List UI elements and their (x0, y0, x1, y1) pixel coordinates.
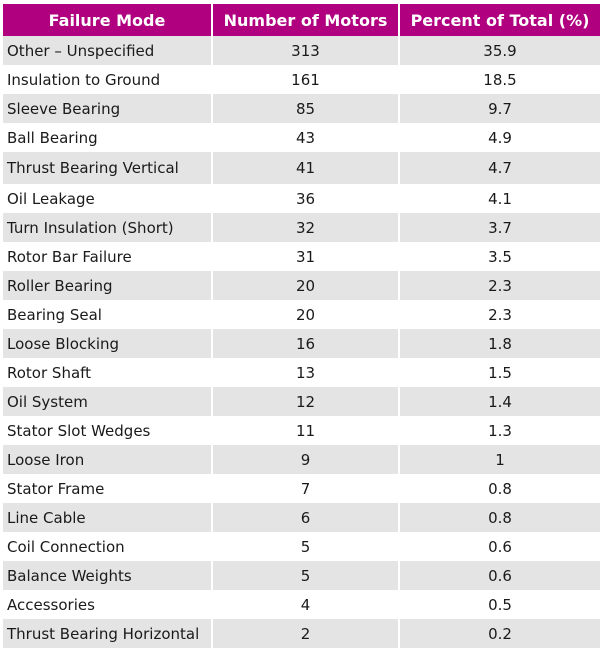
table-row: Accessories 4 0.5 (3, 590, 600, 619)
table-row: Stator Frame 7 0.8 (3, 474, 600, 503)
cell-number-of-motors: 12 (212, 387, 400, 416)
cell-number-of-motors: 5 (212, 532, 400, 561)
table-row: Oil System 12 1.4 (3, 387, 600, 416)
cell-number-of-motors: 4 (212, 590, 400, 619)
table-body: Other – Unspecified 313 35.9 Insulation to … (3, 36, 600, 648)
cell-percent-of-total: 0.8 (399, 474, 600, 503)
cell-failure-mode: Insulation to Ground (3, 65, 213, 94)
cell-number-of-motors: 6 (212, 503, 400, 532)
cell-percent-of-total: 4.1 (399, 184, 600, 213)
cell-number-of-motors: 7 (212, 474, 400, 503)
cell-percent-of-total: 2.3 (399, 271, 600, 300)
cell-percent-of-total: 0.8 (399, 503, 600, 532)
cell-percent-of-total: 35.9 (399, 36, 600, 65)
cell-failure-mode: Rotor Shaft (3, 358, 213, 387)
header-number-of-motors: Number of Motors (212, 4, 400, 36)
table-row: Ball Bearing 43 4.9 (3, 123, 600, 152)
header-row: Failure Mode Number of Motors Percent of… (3, 4, 600, 36)
table-row: Stator Slot Wedges 11 1.3 (3, 416, 600, 445)
cell-number-of-motors: 16 (212, 329, 400, 358)
cell-percent-of-total: 0.6 (399, 561, 600, 590)
cell-failure-mode: Stator Slot Wedges (3, 416, 213, 445)
cell-number-of-motors: 85 (212, 94, 400, 123)
table-row: Thrust Bearing Horizontal 2 0.2 (3, 619, 600, 648)
cell-number-of-motors: 11 (212, 416, 400, 445)
table-row: Turn Insulation (Short) 32 3.7 (3, 213, 600, 242)
cell-failure-mode: Loose Iron (3, 445, 213, 474)
table-row: Oil Leakage 36 4.1 (3, 184, 600, 213)
failure-mode-table: Failure Mode Number of Motors Percent of… (3, 4, 600, 648)
cell-number-of-motors: 9 (212, 445, 400, 474)
cell-number-of-motors: 313 (212, 36, 400, 65)
cell-failure-mode: Oil Leakage (3, 184, 213, 213)
table-row: Rotor Shaft 13 1.5 (3, 358, 600, 387)
cell-number-of-motors: 5 (212, 561, 400, 590)
header-failure-mode: Failure Mode (3, 4, 213, 36)
table-row: Loose Iron 9 1 (3, 445, 600, 474)
cell-number-of-motors: 41 (212, 152, 400, 184)
table-row: Balance Weights 5 0.6 (3, 561, 600, 590)
cell-percent-of-total: 0.2 (399, 619, 600, 648)
cell-failure-mode: Thrust Bearing Horizontal (3, 619, 213, 648)
cell-failure-mode: Roller Bearing (3, 271, 213, 300)
table-row: Bearing Seal 20 2.3 (3, 300, 600, 329)
cell-percent-of-total: 18.5 (399, 65, 600, 94)
table-row: Insulation to Ground 161 18.5 (3, 65, 600, 94)
cell-failure-mode: Balance Weights (3, 561, 213, 590)
cell-failure-mode: Rotor Bar Failure (3, 242, 213, 271)
cell-number-of-motors: 13 (212, 358, 400, 387)
cell-percent-of-total: 1 (399, 445, 600, 474)
cell-percent-of-total: 1.5 (399, 358, 600, 387)
cell-number-of-motors: 43 (212, 123, 400, 152)
cell-number-of-motors: 20 (212, 271, 400, 300)
table-row: Sleeve Bearing 85 9.7 (3, 94, 600, 123)
cell-failure-mode: Other – Unspecified (3, 36, 213, 65)
cell-failure-mode: Sleeve Bearing (3, 94, 213, 123)
cell-number-of-motors: 20 (212, 300, 400, 329)
cell-failure-mode: Accessories (3, 590, 213, 619)
cell-percent-of-total: 0.6 (399, 532, 600, 561)
cell-percent-of-total: 1.3 (399, 416, 600, 445)
cell-failure-mode: Bearing Seal (3, 300, 213, 329)
cell-percent-of-total: 1.4 (399, 387, 600, 416)
cell-percent-of-total: 1.8 (399, 329, 600, 358)
table-row: Other – Unspecified 313 35.9 (3, 36, 600, 65)
cell-percent-of-total: 3.7 (399, 213, 600, 242)
table-row: Roller Bearing 20 2.3 (3, 271, 600, 300)
header-percent-of-total: Percent of Total (%) (399, 4, 600, 36)
cell-number-of-motors: 2 (212, 619, 400, 648)
cell-failure-mode: Oil System (3, 387, 213, 416)
table-header: Failure Mode Number of Motors Percent of… (3, 4, 600, 36)
cell-percent-of-total: 0.5 (399, 590, 600, 619)
cell-failure-mode: Coil Connection (3, 532, 213, 561)
cell-percent-of-total: 9.7 (399, 94, 600, 123)
cell-number-of-motors: 36 (212, 184, 400, 213)
cell-failure-mode: Turn Insulation (Short) (3, 213, 213, 242)
cell-percent-of-total: 2.3 (399, 300, 600, 329)
cell-failure-mode: Line Cable (3, 503, 213, 532)
cell-percent-of-total: 4.9 (399, 123, 600, 152)
table-row: Thrust Bearing Vertical 41 4.7 (3, 152, 600, 184)
table-row: Coil Connection 5 0.6 (3, 532, 600, 561)
table-row: Line Cable 6 0.8 (3, 503, 600, 532)
cell-number-of-motors: 161 (212, 65, 400, 94)
cell-number-of-motors: 31 (212, 242, 400, 271)
table-row: Rotor Bar Failure 31 3.5 (3, 242, 600, 271)
cell-failure-mode: Loose Blocking (3, 329, 213, 358)
table-row: Loose Blocking 16 1.8 (3, 329, 600, 358)
cell-percent-of-total: 3.5 (399, 242, 600, 271)
cell-failure-mode: Stator Frame (3, 474, 213, 503)
cell-failure-mode: Ball Bearing (3, 123, 213, 152)
cell-percent-of-total: 4.7 (399, 152, 600, 184)
cell-failure-mode: Thrust Bearing Vertical (3, 152, 213, 184)
cell-number-of-motors: 32 (212, 213, 400, 242)
